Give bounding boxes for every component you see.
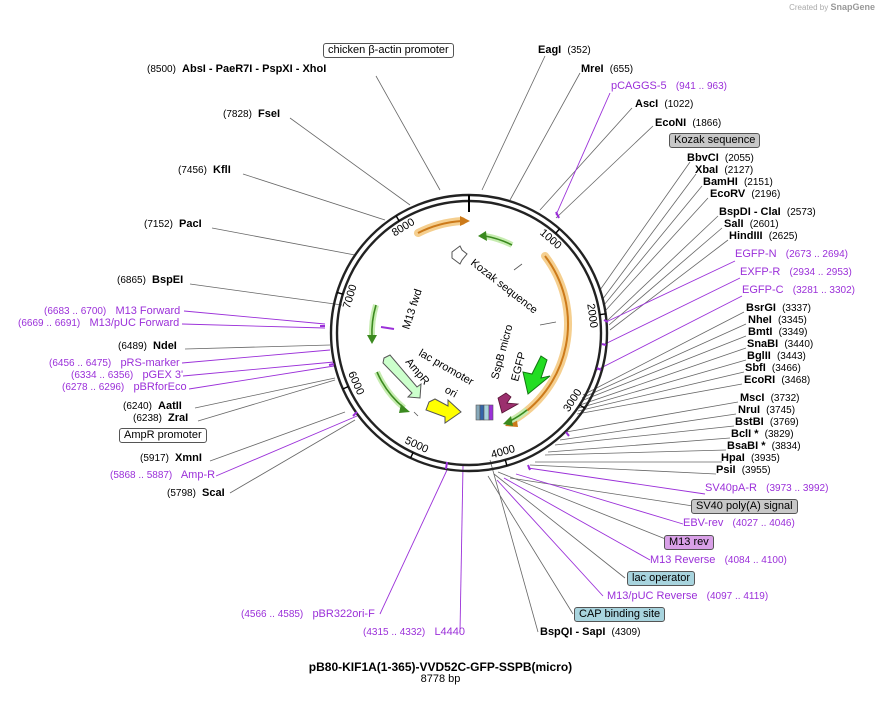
enzyme-label-nrui[interactable]: NruI (3745): [738, 404, 796, 416]
backbone-tick: [599, 313, 606, 316]
backbone-tick: [579, 404, 586, 409]
primer-label-egfp-n[interactable]: EGFP-N (2673 .. 2694): [735, 248, 848, 260]
primer-label-egfp-c[interactable]: EGFP-C (3281 .. 3302): [742, 284, 855, 296]
snapgene-logo: SnapGene: [830, 2, 875, 12]
backbone-tick: [409, 452, 414, 459]
primer-label-l4440[interactable]: (4315 .. 4332) L4440: [363, 626, 466, 638]
backbone-tick: [336, 291, 344, 295]
enzyme-label-msci[interactable]: MscI (3732): [740, 392, 800, 404]
enzyme-label-bspdi[interactable]: BspDI - ClaI (2573): [719, 206, 816, 218]
backbone-tick-label: 5000: [403, 435, 430, 456]
enzyme-label-bsabi[interactable]: BsaBI * (3834): [727, 440, 801, 452]
feature-kozak-sequence[interactable]: Kozak sequence: [669, 133, 761, 148]
primer-label-pbrforeco[interactable]: (6278 .. 6296) pBRforEco: [62, 381, 187, 393]
enzyme-label-bbvci[interactable]: BbvCI (2055): [687, 152, 754, 164]
enzyme-label-paci[interactable]: (7152) PacI: [144, 218, 202, 230]
enzyme-label-mrei[interactable]: MreI (655): [581, 63, 634, 75]
enzyme-label-kfli[interactable]: (7456) KflI: [178, 164, 231, 176]
enzyme-label-xbai[interactable]: XbaI (2127): [695, 164, 754, 176]
feature-m13-rev[interactable]: M13 rev: [664, 535, 714, 550]
primer-label-exfp-r[interactable]: EXFP-R (2934 .. 2953): [740, 266, 852, 278]
feature-ampr-promoter[interactable]: AmpR promoter: [119, 428, 207, 443]
primer-label-amp-r[interactable]: (5868 .. 5887) Amp-R: [110, 469, 216, 481]
primer-label-m13-forward[interactable]: (6683 .. 6700) M13 Forward: [44, 305, 181, 317]
feature-lac-operator[interactable]: lac operator: [627, 571, 696, 586]
backbone-tick-label: 8000: [390, 216, 417, 239]
inner-label-ori: ori: [443, 384, 459, 400]
primer-label-m13-puc-forward[interactable]: (6669 .. 6691) M13/pUC Forward: [18, 317, 180, 329]
backbone-tick-label: 2000: [584, 303, 599, 329]
enzyme-label-ndei[interactable]: (6489) NdeI: [118, 340, 177, 352]
feature-sv40-polya[interactable]: SV40 poly(A) signal: [691, 499, 798, 514]
enzyme-label-snabi[interactable]: SnaBI (3440): [747, 338, 814, 350]
inner-label-kozak: Kozak sequence: [468, 257, 539, 317]
enzyme-label-sali[interactable]: SalI (2601): [724, 218, 779, 230]
enzyme-label-bcli[interactable]: BclI * (3829): [731, 428, 794, 440]
plasmid-size: 8778 bp: [420, 673, 461, 685]
enzyme-label-ecorv[interactable]: EcoRV (2196): [710, 188, 781, 200]
backbone-tick-label: 1000: [537, 227, 563, 252]
primer-label-pcaggs-5[interactable]: pCAGGS-5 (941 .. 963): [611, 80, 727, 92]
backbone-tick-label: 7000: [341, 283, 360, 310]
enzyme-label-aatii[interactable]: (6240) AatII: [123, 400, 182, 412]
enzyme-label-zrai[interactable]: (6238) ZraI: [133, 412, 189, 424]
primer-label-sv40pa-r[interactable]: SV40pA-R (3973 .. 3992): [705, 482, 829, 494]
enzyme-label-bspei[interactable]: (6865) BspEI: [117, 274, 184, 286]
enzyme-label-econi[interactable]: EcoNI (1866): [655, 117, 722, 129]
plasmid-name: pB80-KIF1A(1-365)-VVD52C-GFP-SSPB(micro): [308, 660, 573, 674]
primer-label-prs-marker[interactable]: (6456 .. 6475) pRS-marker: [49, 357, 180, 369]
enzyme-label-hpai[interactable]: HpaI (3935): [721, 452, 780, 464]
enzyme-label-fsei[interactable]: (7828) FseI: [223, 108, 281, 120]
enzyme-label-sbfi[interactable]: SbfI (3466): [745, 362, 801, 374]
enzyme-label-bamhi[interactable]: BamHI (2151): [703, 176, 773, 188]
primer-label-m13-puc-reverse[interactable]: M13/pUC Reverse (4097 .. 4119): [607, 590, 769, 602]
feature-cap-binding-site[interactable]: CAP binding site: [574, 607, 666, 622]
enzyme-label-bsrgi[interactable]: BsrGI (3337): [746, 302, 811, 314]
backbone-tick: [342, 385, 349, 390]
backbone-tick-label: 6000: [345, 370, 366, 397]
backbone-tick: [555, 228, 561, 234]
enzyme-label-bspqi[interactable]: BspQI - SapI (4309): [540, 626, 641, 638]
inner-label-m13fwd: M13 fwd: [400, 288, 424, 331]
backbone-tick: [395, 215, 400, 222]
enzyme-label-nhei[interactable]: NheI (3345): [748, 314, 807, 326]
primer-label-m13-reverse[interactable]: M13 Reverse (4084 .. 4100): [650, 554, 787, 566]
enzyme-label-asci[interactable]: AscI (1022): [635, 98, 694, 110]
enzyme-label-xmni[interactable]: (5917) XmnI: [140, 452, 202, 464]
primer-label-pbr322ori-f[interactable]: (4566 .. 4585) pBR322ori-F: [241, 608, 375, 620]
enzyme-label-psii[interactable]: PsiI (3955): [716, 464, 771, 476]
primer-label-pgex3[interactable]: (6334 .. 6356) pGEX 3': [71, 369, 184, 381]
enzyme-label-bglii[interactable]: BglII (3443): [747, 350, 806, 362]
enzyme-label-eagi[interactable]: EagI (352): [538, 44, 591, 56]
feature-chicken-beta-actin-promoter[interactable]: chicken β-actin promoter: [323, 43, 454, 58]
enzyme-label-ecori[interactable]: EcoRI (3468): [744, 374, 811, 386]
primer-label-ebv-rev[interactable]: EBV-rev (4027 .. 4046): [683, 517, 795, 529]
enzyme-label-bmti[interactable]: BmtI (3349): [748, 326, 808, 338]
enzyme-label-scai[interactable]: (5798) ScaI: [167, 487, 225, 499]
enzyme-label-hindiii[interactable]: HindIII (2625): [729, 230, 798, 242]
snapgene-credit: Created by SnapGene: [789, 2, 875, 12]
enzyme-label-bstbi[interactable]: BstBI (3769): [735, 416, 799, 428]
backbone-tick: [504, 459, 508, 466]
enzyme-label-absi[interactable]: (8500) AbsI - PaeR7I - PspXI - XhoI: [147, 63, 327, 75]
